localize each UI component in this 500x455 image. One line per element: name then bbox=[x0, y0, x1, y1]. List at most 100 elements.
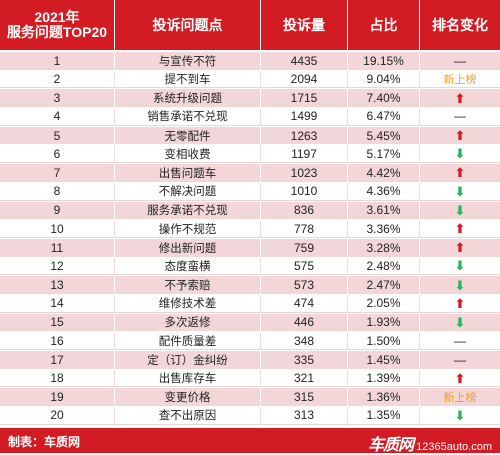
rank-cell: 7 bbox=[0, 164, 115, 182]
count-cell: 778 bbox=[261, 220, 348, 238]
count-cell: 1499 bbox=[261, 108, 348, 126]
rank-cell: 1 bbox=[0, 52, 115, 70]
share-cell: 5.17% bbox=[348, 145, 420, 164]
rank-cell: 5 bbox=[0, 126, 115, 145]
issue-cell: 定（订）金纠纷 bbox=[115, 351, 261, 369]
table-row: 11 修出新问题 759 3.28% ⬆ bbox=[0, 238, 500, 258]
new-entry-label: 新上榜 bbox=[443, 74, 477, 87]
change-cell: ⬇ bbox=[420, 145, 500, 164]
rank-cell: 3 bbox=[0, 89, 115, 108]
count-cell: 575 bbox=[261, 257, 348, 276]
table-row: 6 变相收费 1197 5.17% ⬇ bbox=[0, 145, 500, 165]
header-rank: 2021年 服务问题TOP20 bbox=[0, 0, 115, 50]
rank-cell: 2 bbox=[0, 70, 115, 89]
table-row: 18 出售库存车 321 1.39% ⬆ bbox=[0, 369, 500, 389]
rank-cell: 19 bbox=[0, 388, 115, 407]
share-cell: 3.36% bbox=[348, 220, 420, 238]
up-arrow-icon: ⬆ bbox=[454, 128, 466, 144]
down-arrow-icon: ⬇ bbox=[454, 314, 466, 330]
change-cell: ⬆ bbox=[420, 295, 500, 313]
rank-cell: 18 bbox=[0, 369, 115, 388]
count-cell: 1263 bbox=[261, 126, 348, 145]
share-cell: 2.47% bbox=[348, 276, 420, 294]
change-cell: ⬆ bbox=[420, 220, 500, 238]
issue-cell: 与宣传不符 bbox=[115, 52, 261, 70]
share-cell: 1.50% bbox=[348, 332, 420, 350]
down-arrow-icon: ⬇ bbox=[454, 146, 466, 162]
rank-cell: 15 bbox=[0, 313, 115, 332]
count-cell: 836 bbox=[261, 201, 348, 220]
issue-cell: 服务承诺不兑现 bbox=[115, 201, 261, 220]
change-cell: ⬇ bbox=[420, 314, 500, 332]
change-cell: ⬇ bbox=[420, 258, 500, 276]
share-cell: 3.61% bbox=[348, 201, 420, 220]
header-change: 排名变化 bbox=[432, 16, 488, 33]
share-cell: 1.39% bbox=[348, 369, 420, 388]
share-cell: 1.35% bbox=[348, 407, 420, 425]
count-cell: 313 bbox=[261, 407, 348, 425]
rank-cell: 17 bbox=[0, 351, 115, 369]
issue-cell: 多次返修 bbox=[115, 313, 261, 332]
rank-cell: 20 bbox=[0, 407, 115, 425]
count-cell: 1197 bbox=[261, 145, 348, 164]
rank-cell: 4 bbox=[0, 108, 115, 126]
count-cell: 759 bbox=[261, 238, 348, 257]
issue-cell: 操作不规范 bbox=[115, 220, 261, 238]
header-share: 占比 bbox=[348, 0, 420, 50]
header-count: 投诉量 bbox=[261, 0, 348, 50]
rank-cell: 11 bbox=[0, 238, 115, 257]
down-arrow-icon: ⬇ bbox=[454, 202, 466, 218]
change-cell: ⬇ bbox=[420, 276, 500, 294]
table-row: 16 配件质量差 348 1.50% — bbox=[0, 332, 500, 351]
table-row: 10 操作不规范 778 3.36% ⬆ bbox=[0, 220, 500, 239]
table-row: 2 提不到车 2094 9.04% 新上榜 bbox=[0, 70, 500, 90]
table-row: 20 查不出原因 313 1.35% ⬇ bbox=[0, 407, 500, 426]
share-cell: 9.04% bbox=[348, 70, 420, 89]
issue-cell: 维修技术差 bbox=[115, 294, 261, 313]
table-body: 1 与宣传不符 4435 19.15% —2 提不到车 2094 9.04% 新上榜 3 系统升级问… bbox=[0, 52, 500, 426]
change-cell: 新上榜 bbox=[420, 388, 500, 406]
issue-cell: 出售库存车 bbox=[115, 369, 261, 388]
share-cell: 5.45% bbox=[348, 126, 420, 145]
rank-cell: 8 bbox=[0, 182, 115, 201]
down-arrow-icon: ⬇ bbox=[454, 258, 466, 274]
up-arrow-icon: ⬆ bbox=[454, 165, 466, 181]
share-cell: 1.45% bbox=[348, 351, 420, 369]
issue-cell: 查不出原因 bbox=[115, 407, 261, 425]
change-cell: ⬇ bbox=[420, 407, 500, 425]
no-change-mark: — bbox=[454, 352, 466, 367]
table-row: 4 销售承诺不兑现 1499 6.47% — bbox=[0, 108, 500, 127]
logo-domain: 12365auto.com bbox=[416, 441, 492, 453]
count-cell: 1023 bbox=[261, 164, 348, 182]
table-row: 1 与宣传不符 4435 19.15% — bbox=[0, 52, 500, 71]
table-row: 9 服务承诺不兑现 836 3.61% ⬇ bbox=[0, 201, 500, 221]
share-cell: 1.93% bbox=[348, 313, 420, 332]
rank-cell: 13 bbox=[0, 276, 115, 294]
issue-cell: 不解决问题 bbox=[115, 182, 261, 201]
new-entry-label: 新上榜 bbox=[443, 392, 477, 405]
table-row: 3 系统升级问题 1715 7.40% ⬆ bbox=[0, 89, 500, 109]
rank-cell: 6 bbox=[0, 145, 115, 164]
share-cell: 2.48% bbox=[348, 257, 420, 276]
count-cell: 1715 bbox=[261, 89, 348, 108]
no-change-mark: — bbox=[454, 53, 466, 68]
table-row: 12 态度蛮横 575 2.48% ⬇ bbox=[0, 257, 500, 277]
rank-cell: 16 bbox=[0, 332, 115, 350]
no-change-mark: — bbox=[454, 333, 466, 348]
change-cell: — bbox=[420, 108, 500, 126]
up-arrow-icon: ⬆ bbox=[454, 90, 466, 106]
table-row: 19 变更价格 315 1.36% 新上榜 bbox=[0, 388, 500, 408]
change-cell: ⬆ bbox=[420, 89, 500, 107]
count-cell: 446 bbox=[261, 313, 348, 332]
rank-cell: 10 bbox=[0, 220, 115, 238]
share-cell: 3.28% bbox=[348, 238, 420, 257]
table-row: 17 定（订）金纠纷 335 1.45% — bbox=[0, 351, 500, 370]
issue-cell: 系统升级问题 bbox=[115, 89, 261, 108]
down-arrow-icon: ⬇ bbox=[454, 277, 466, 293]
logo-mark: 车质网 bbox=[368, 437, 414, 454]
change-cell: ⬆ bbox=[420, 239, 500, 257]
issue-cell: 提不到车 bbox=[115, 70, 261, 89]
table-row: 13 不予索赔 573 2.47% ⬇ bbox=[0, 276, 500, 295]
table-footer: 制表：车质网 车质网 12365auto.com bbox=[0, 428, 500, 454]
